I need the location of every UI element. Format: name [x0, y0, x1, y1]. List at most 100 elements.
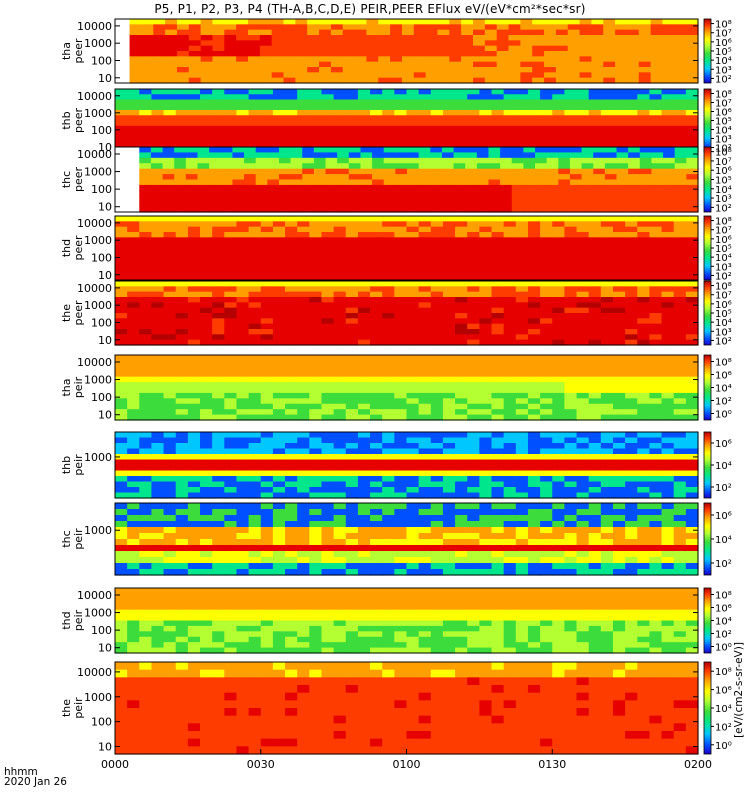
heatmap-cell — [272, 302, 286, 309]
heatmap-cell — [651, 179, 664, 186]
heatmap-cell — [479, 509, 493, 516]
heatmap-cell — [552, 253, 565, 260]
heatmap-cell — [244, 206, 257, 213]
heatmap-cell — [325, 168, 338, 175]
heatmap-cell — [600, 297, 614, 303]
heatmap-cell — [418, 195, 431, 202]
heatmap-cell — [382, 136, 395, 143]
heatmap-cell — [383, 179, 396, 186]
heatmap-cell — [576, 563, 590, 570]
heatmap-cell — [360, 152, 373, 159]
heatmap-cell — [628, 179, 641, 186]
heatmap-cell — [406, 125, 420, 132]
heatmap-cell — [200, 232, 213, 238]
heatmap-cell — [394, 264, 408, 270]
heatmap-cell — [232, 174, 245, 181]
heatmap-cell — [394, 286, 408, 293]
heatmap-cell — [616, 168, 629, 175]
heatmap-cell — [212, 533, 225, 540]
heatmap-cell — [442, 459, 456, 466]
heatmap-cell — [187, 631, 201, 638]
heatmap-cell — [649, 355, 663, 362]
heatmap-cell — [370, 647, 383, 654]
colorbar-tick-label: 10⁵ — [715, 244, 732, 255]
heatmap-cell — [564, 398, 578, 405]
heatmap-cell — [163, 232, 177, 238]
heatmap-cell — [370, 237, 383, 244]
heatmap-cell — [503, 371, 517, 378]
heatmap-cell — [576, 551, 590, 558]
heatmap-cell — [674, 77, 687, 84]
heatmap-cell — [552, 221, 565, 228]
heatmap-cell — [200, 99, 213, 106]
heatmap-cell — [637, 454, 651, 461]
heatmap-cell — [418, 545, 432, 552]
heatmap-cell — [139, 110, 153, 116]
heatmap-cell — [588, 291, 602, 298]
heatmap-cell — [382, 125, 395, 132]
heatmap-cell — [552, 403, 565, 410]
heatmap-cell — [593, 206, 606, 213]
heatmap-cell — [236, 557, 250, 564]
heatmap-cell — [674, 157, 687, 164]
heatmap-cell — [467, 382, 480, 389]
heatmap-cell — [272, 376, 286, 383]
heatmap-cell — [479, 539, 493, 546]
heatmap-cell — [163, 226, 177, 233]
heatmap-cell — [484, 19, 498, 25]
heatmap-cell — [612, 110, 626, 116]
heatmap-cell — [378, 29, 391, 36]
heatmap-cell — [637, 470, 651, 477]
heatmap-cell — [576, 226, 590, 233]
heatmap-cell — [370, 355, 383, 362]
heatmap-cell — [187, 465, 201, 472]
heatmap-cell — [523, 168, 536, 175]
heatmap-cell — [500, 184, 513, 191]
heatmap-cell — [224, 302, 238, 309]
heatmap-cell — [200, 569, 213, 576]
heatmap-cell — [163, 339, 177, 346]
heatmap-cell — [150, 147, 164, 154]
heatmap-cell — [285, 94, 298, 101]
heatmap-cell — [370, 339, 383, 346]
heatmap-cell — [527, 371, 541, 378]
heatmap-cell — [467, 481, 480, 488]
heatmap-cell — [297, 569, 310, 576]
heatmap-cell — [455, 360, 468, 367]
heatmap-cell — [540, 487, 553, 494]
heatmap-cell — [479, 329, 493, 335]
heatmap-cell — [151, 269, 165, 276]
heatmap-cell — [406, 286, 420, 293]
heatmap-cell — [260, 323, 274, 330]
heatmap-cell — [503, 409, 517, 416]
heatmap-cell — [455, 221, 468, 228]
heatmap-cell — [200, 334, 213, 341]
heatmap-cell — [552, 398, 565, 405]
heatmap-cell — [651, 184, 664, 191]
heatmap-cell — [309, 104, 323, 111]
heatmap-cell — [297, 274, 310, 281]
heatmap-cell — [382, 487, 395, 494]
heatmap-cell — [661, 414, 675, 421]
heatmap-cell — [129, 24, 143, 31]
heatmap-cell — [674, 147, 687, 154]
heatmap-cell — [127, 339, 140, 346]
heatmap-cell — [345, 221, 359, 228]
heatmap-cell — [187, 443, 201, 450]
heatmap-cell — [600, 248, 614, 254]
heatmap-cell — [259, 19, 273, 25]
heatmap-cell — [479, 443, 493, 450]
heatmap-cell — [212, 67, 225, 73]
heatmap-cell — [248, 302, 262, 309]
heatmap-cell — [406, 307, 420, 314]
heatmap-cell — [467, 216, 480, 222]
heatmap-cell — [442, 94, 456, 101]
heatmap-cell — [187, 360, 201, 367]
heatmap-cell — [540, 115, 553, 122]
heatmap-cell — [637, 371, 651, 378]
heatmap-cell — [236, 492, 250, 499]
heatmap-cell — [357, 515, 371, 522]
heatmap-cell — [491, 269, 505, 276]
heatmap-cell — [333, 237, 347, 244]
heatmap-cell — [278, 206, 292, 213]
